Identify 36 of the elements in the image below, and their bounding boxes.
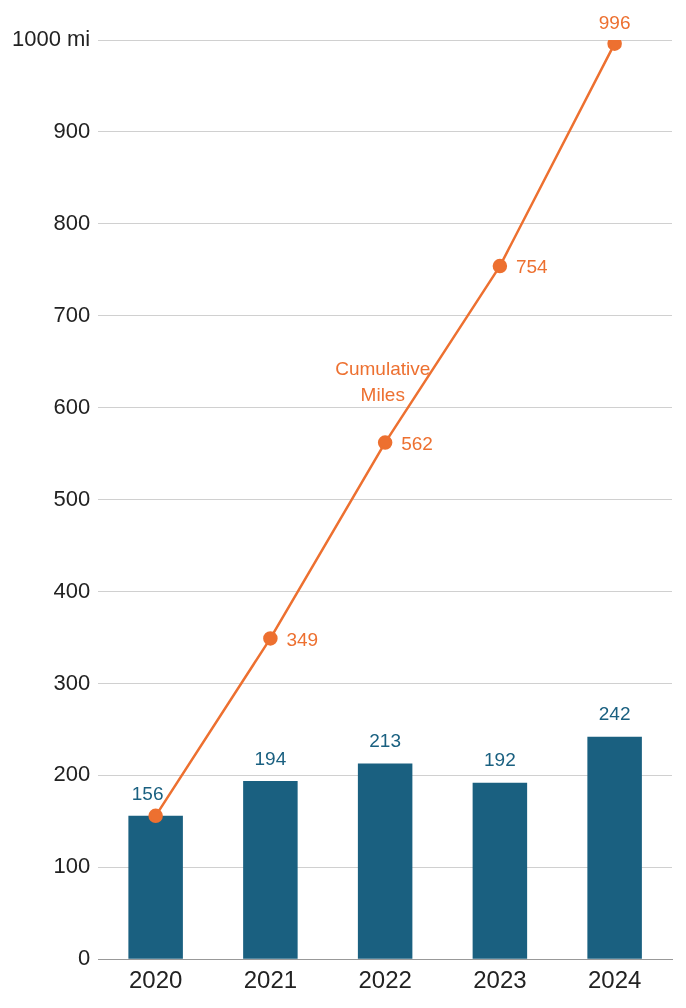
data-label: 242 [598,703,631,725]
x-tick-label: 2020 [128,966,183,994]
series-label: Cumulative Miles [335,357,431,405]
x-tick-label: 2021 [243,966,298,994]
point [492,258,508,274]
data-label: 194 [254,747,287,769]
bar [128,815,183,959]
y-tick-label: 700 [53,301,91,327]
bar [587,736,642,959]
data-label: 754 [515,256,549,278]
y-tick-label: 600 [53,393,91,419]
y-tick-label: 500 [53,485,91,511]
y-tick-label: 800 [53,209,91,235]
y-tick-label: 1000 mi [11,26,91,52]
data-label: 213 [369,730,401,752]
data-label: 156 [131,782,164,804]
point [377,435,393,450]
data-label: 349 [286,628,319,650]
x-tick-label: 2023 [473,966,527,994]
y-tick-label: 200 [53,761,91,787]
y-tick-label: 400 [53,577,91,603]
point [263,631,278,646]
y-tick-label: 0 [78,945,91,971]
bar [472,782,528,959]
bar [357,763,413,959]
point [607,40,622,51]
data-label: 996 [598,12,631,34]
y-tick-label: 300 [53,669,91,695]
data-label: 192 [484,749,516,771]
x-tick-label: 2024 [587,966,642,994]
bar [243,780,298,959]
point [148,808,163,824]
data-label: 562 [401,432,433,454]
y-tick-label: 900 [53,117,91,143]
x-tick-label: 2022 [358,966,412,994]
y-tick-label: 100 [53,853,91,879]
